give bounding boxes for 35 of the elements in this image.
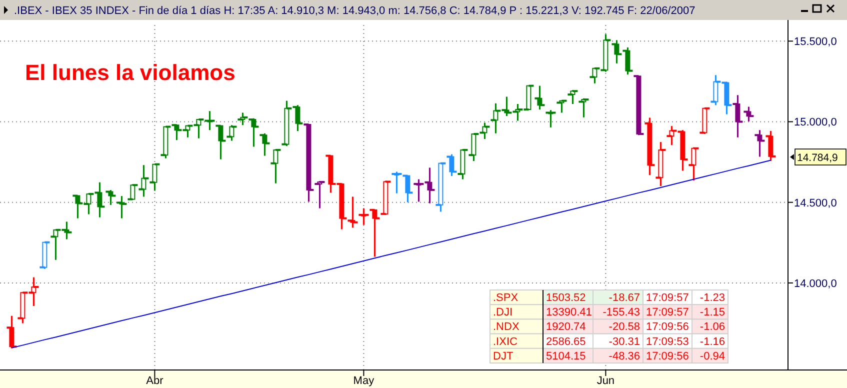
annotation: -0.94: [700, 350, 725, 362]
annotation: 5104.15: [546, 350, 586, 362]
annotation: 17:09:53: [646, 336, 689, 348]
text: 14.784,9: [797, 152, 838, 164]
annotation: -1.15: [700, 306, 725, 319]
annotation: -1.23: [700, 292, 725, 304]
annotation: 17:09:56: [646, 350, 689, 362]
annotation: -1.16: [700, 336, 725, 348]
x-tick-label: May: [353, 375, 375, 387]
chart-title: .IBEX - IBEX 35 INDEX - Fin de día 1 días H: 17:35 A: 14.910,3 M: 14.943,0 m: 14.756,8 C: 14.784,9 P : 15.221,3 V: 192.745 F: 22/06/2007: [14, 5, 696, 17]
annotation: 13390.41: [546, 306, 592, 319]
annotation: El lunes la violamos: [25, 60, 236, 85]
annotation: .SPX: [493, 292, 519, 304]
annotation: -48.36: [608, 350, 640, 362]
annotation: 2586.65: [546, 336, 586, 348]
annotation: .NDX: [493, 321, 520, 334]
annotation: -1.06: [700, 321, 725, 334]
annotation: 17:09:57: [646, 292, 689, 304]
annotation: .DJI: [493, 306, 513, 319]
y-tick-label: 14.000,0: [794, 278, 837, 290]
y-tick-label: 15.000,0: [794, 116, 837, 129]
annotation: 17:09:56: [646, 321, 689, 334]
annotation: 1920.74: [546, 321, 586, 334]
annotation: -30.31: [608, 336, 640, 348]
annotation: -18.67: [608, 292, 640, 304]
annotation: 1503.52: [546, 292, 586, 304]
x-tick-label: Jun: [596, 375, 615, 387]
annotation: DJT: [493, 350, 514, 362]
annotation: 17:09:57: [646, 306, 689, 319]
y-tick-label: 14.500,0: [794, 197, 837, 210]
annotation: -155.43: [602, 306, 640, 319]
x-tick-label: Abr: [146, 375, 164, 387]
annotation: .IXIC: [493, 336, 518, 348]
y-tick-label: 15.500,0: [794, 36, 837, 48]
annotation: -20.58: [608, 321, 640, 334]
